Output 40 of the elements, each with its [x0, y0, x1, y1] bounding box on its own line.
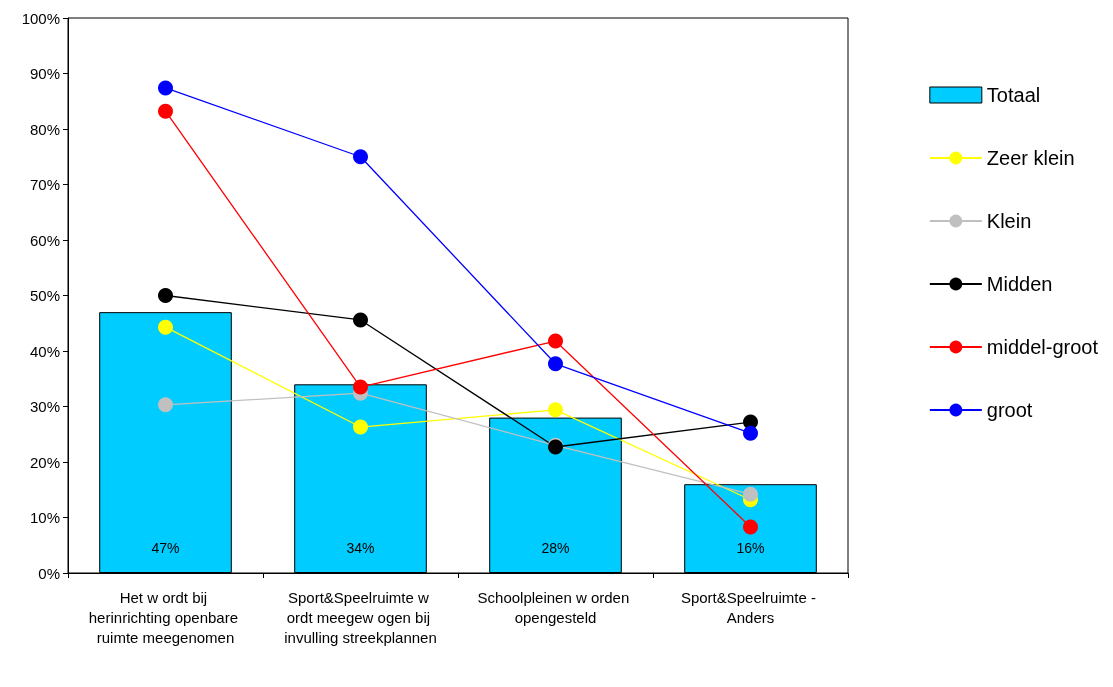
point	[158, 103, 173, 119]
point	[353, 379, 368, 395]
y-tick-label: 90%	[29, 65, 60, 82]
y-tick-label: 80%	[29, 120, 60, 138]
point	[743, 486, 758, 502]
data-label: 16%	[736, 540, 765, 556]
legend-label: middel-groot	[986, 336, 1099, 358]
point	[158, 80, 173, 96]
y-tick-label: 40%	[29, 342, 60, 360]
legend-label: Klein	[986, 210, 1032, 232]
y-tick-label: 0%	[38, 564, 60, 582]
point	[158, 288, 173, 303]
data-label: 28%	[541, 540, 570, 556]
x-tick-label: Sport&Speelruimte w ordt meegew ogen bij invulling streekplannen	[284, 588, 437, 646]
legend-label: Midden	[986, 273, 1053, 295]
point	[548, 402, 563, 418]
legend-label: Totaal	[986, 84, 1041, 106]
point	[158, 397, 173, 413]
point	[548, 333, 563, 349]
point	[353, 419, 368, 435]
data-label: 34%	[346, 540, 375, 556]
y-tick-label: 30%	[29, 398, 60, 415]
legend-label: groot	[986, 399, 1033, 421]
y-tick-label: 50%	[29, 287, 60, 304]
y-tick-label: 60%	[29, 231, 60, 249]
data-label: 47%	[151, 540, 180, 556]
x-tick-label: Sport&Speelruimte - Anders	[680, 588, 821, 626]
x-tick-label: Schoolpleinen w orden opengesteld	[477, 588, 634, 626]
point	[158, 319, 173, 335]
point	[353, 312, 368, 328]
legend-label: Zeer klein	[986, 147, 1075, 169]
point	[548, 356, 563, 372]
x-tick-label: Het w ordt bij herinrichting openbare ruimte meegenomen	[88, 588, 243, 646]
point	[353, 149, 368, 165]
y-tick-label: 70%	[29, 176, 60, 193]
y-tick-label: 10%	[29, 509, 60, 526]
y-tick-label: 100%	[21, 9, 60, 27]
point	[743, 425, 758, 441]
point	[743, 519, 758, 535]
y-tick-label: 20%	[29, 453, 60, 471]
